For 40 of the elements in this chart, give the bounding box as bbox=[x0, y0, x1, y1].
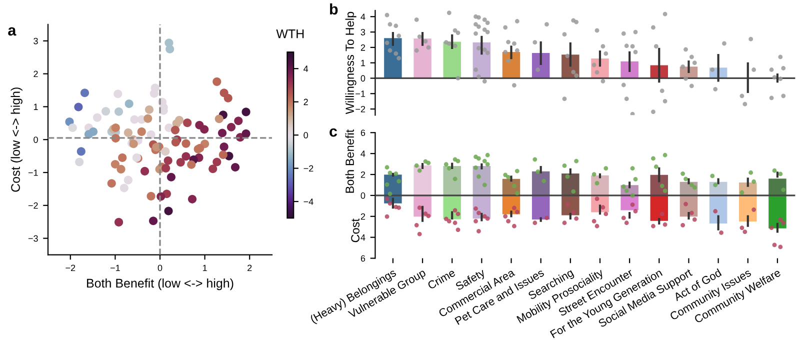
y-tick-label: 1 bbox=[34, 104, 38, 110]
x-tick-label: −2 bbox=[66, 264, 76, 272]
text: Cost bbox=[351, 218, 360, 242]
y-tick-label: 6 bbox=[360, 255, 366, 262]
y-axis-title: Cost (low <-> high) bbox=[10, 88, 22, 192]
y-tick-label: 2 bbox=[360, 44, 366, 51]
y-tick-label: 0 bbox=[360, 192, 366, 199]
y-tick-label: −3 bbox=[28, 235, 38, 242]
color-bar-label: 4 bbox=[304, 66, 308, 72]
x-tick-label: 1 bbox=[202, 264, 207, 272]
color-bar-label: 2 bbox=[304, 98, 308, 106]
x-tick-label: 2 bbox=[248, 264, 252, 272]
chart-title: b bbox=[330, 3, 338, 15]
y-tick-label: 4 bbox=[360, 234, 366, 241]
y-tick-label: −1 bbox=[28, 170, 38, 176]
y-axis-title: Willingness To Help bbox=[345, 12, 356, 114]
y-tick-label: 2 bbox=[360, 171, 366, 178]
chart-title: a bbox=[8, 27, 16, 36]
y-tick-label: 6 bbox=[360, 130, 366, 136]
y-tick-label: −1 bbox=[356, 90, 366, 97]
y-tick-label: 3 bbox=[360, 28, 366, 36]
color-bar-label: −2 bbox=[304, 165, 314, 172]
y-tick-label: −2 bbox=[356, 106, 366, 112]
y-tick-label: 4 bbox=[360, 150, 366, 157]
color-bar-label: 0 bbox=[304, 132, 308, 138]
x-tick-label: 0 bbox=[158, 264, 162, 272]
y-tick-label: 2 bbox=[360, 213, 366, 220]
chart-title: c bbox=[330, 128, 338, 137]
y-tick-label: 1 bbox=[361, 60, 366, 66]
y-tick-label: 4 bbox=[360, 14, 366, 20]
x-tick-label: −1 bbox=[110, 264, 120, 272]
y-tick-label: 0 bbox=[34, 136, 38, 143]
y-tick-label: −2 bbox=[28, 202, 38, 209]
y-tick-label: 2 bbox=[34, 70, 38, 78]
color-bar-title: WTH bbox=[276, 30, 304, 38]
y-tick-label: 3 bbox=[34, 38, 38, 44]
y-axis-title: Both Benefit bbox=[345, 129, 354, 193]
color-bar-label: −4 bbox=[304, 198, 314, 205]
y-tick-label: 0 bbox=[360, 75, 366, 82]
x-axis-title: Both Benefit (low <-> high) bbox=[87, 278, 234, 290]
